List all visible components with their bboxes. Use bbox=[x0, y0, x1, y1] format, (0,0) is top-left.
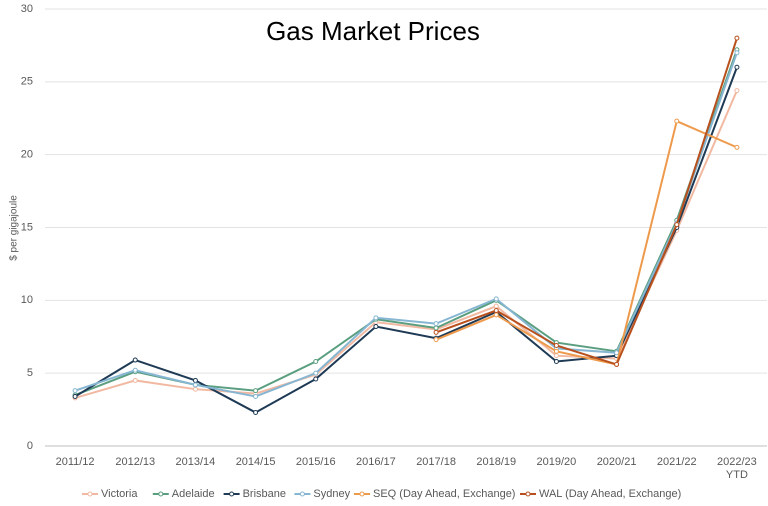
point bbox=[433, 321, 439, 327]
x-tick-label: 2013/14 bbox=[175, 456, 216, 468]
legend-marker bbox=[525, 491, 531, 497]
x-tick-label: 2012/13 bbox=[115, 456, 156, 468]
point bbox=[674, 118, 680, 124]
point bbox=[734, 50, 740, 56]
series-line bbox=[435, 37, 738, 366]
x-tick-label: 2014/15 bbox=[235, 456, 276, 468]
point bbox=[614, 361, 620, 367]
series-line bbox=[74, 49, 738, 396]
point bbox=[674, 222, 680, 228]
x-tick-label: 2022/23 YTD bbox=[717, 456, 757, 481]
point bbox=[734, 144, 740, 150]
legend-marker bbox=[158, 491, 164, 497]
point bbox=[132, 367, 138, 373]
y-tick-label: 10 bbox=[21, 294, 33, 306]
point bbox=[132, 377, 138, 383]
x-tick-label: 2015/16 bbox=[295, 456, 336, 468]
series-line bbox=[74, 66, 738, 414]
x-tick-label: 2011/12 bbox=[55, 456, 95, 468]
chart-title: Gas Market Prices bbox=[266, 16, 480, 46]
point bbox=[553, 342, 559, 348]
y-axis-title: $ per gigajoule bbox=[9, 195, 20, 261]
y-tick-label: 30 bbox=[21, 3, 33, 15]
legend-marker bbox=[229, 491, 235, 497]
point bbox=[553, 353, 559, 359]
point bbox=[433, 337, 439, 343]
legend-label: WAL (Day Ahead, Exchange) bbox=[539, 488, 681, 500]
x-tick-label: 2019/20 bbox=[536, 456, 577, 468]
series-line bbox=[74, 90, 738, 399]
y-tick-label: 25 bbox=[21, 76, 33, 88]
point bbox=[72, 393, 78, 399]
point bbox=[734, 88, 740, 94]
point bbox=[192, 382, 198, 388]
point bbox=[433, 325, 439, 331]
point bbox=[192, 377, 198, 383]
point bbox=[734, 35, 740, 41]
legend-marker bbox=[299, 491, 305, 497]
point bbox=[373, 324, 379, 330]
x-tick-label: 2017/18 bbox=[416, 456, 456, 468]
y-tick-label: 5 bbox=[27, 367, 33, 379]
point bbox=[132, 357, 138, 363]
point bbox=[493, 303, 499, 309]
legend-marker bbox=[87, 491, 93, 497]
x-tick-label: 2020/21 bbox=[596, 456, 637, 468]
legend-label: Victoria bbox=[101, 488, 138, 500]
legend-label: Sydney bbox=[313, 488, 350, 500]
point bbox=[553, 348, 559, 354]
point bbox=[734, 64, 740, 70]
point bbox=[253, 388, 259, 394]
legend-marker bbox=[359, 491, 365, 497]
point bbox=[72, 388, 78, 394]
x-tick-label: 2018/19 bbox=[476, 456, 517, 468]
point bbox=[313, 376, 319, 382]
y-tick-label: 0 bbox=[27, 440, 33, 452]
y-tick-label: 20 bbox=[21, 149, 33, 161]
point bbox=[493, 308, 499, 314]
point bbox=[192, 386, 198, 392]
legend-label: SEQ (Day Ahead, Exchange) bbox=[373, 488, 515, 500]
point bbox=[373, 315, 379, 321]
point bbox=[553, 359, 559, 365]
point bbox=[313, 359, 319, 365]
point bbox=[313, 370, 319, 376]
series-line bbox=[74, 52, 738, 398]
y-tick-label: 15 bbox=[21, 221, 33, 233]
legend-label: Brisbane bbox=[243, 488, 286, 500]
series-line bbox=[435, 119, 738, 366]
point bbox=[614, 350, 620, 356]
x-tick-label: 2021/22 bbox=[656, 456, 697, 468]
point bbox=[253, 409, 259, 415]
x-tick-label: 2016/17 bbox=[356, 456, 396, 468]
point bbox=[433, 329, 439, 335]
point bbox=[493, 296, 499, 302]
legend-label: Adelaide bbox=[172, 488, 215, 500]
point bbox=[493, 312, 499, 318]
point bbox=[253, 393, 259, 399]
